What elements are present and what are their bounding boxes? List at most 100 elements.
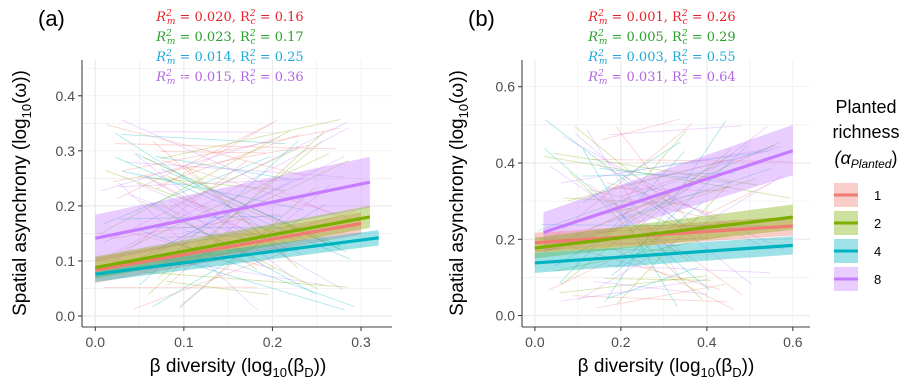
background-trend-line: [112, 144, 310, 183]
background-trend-line: [616, 181, 731, 305]
background-trend-line: [587, 183, 743, 296]
background-trend-line: [106, 124, 307, 177]
background-trend-line: [157, 134, 300, 186]
background-trend-line: [121, 119, 337, 217]
background-trend-line: [115, 157, 351, 260]
background-trend-line: [560, 148, 732, 286]
background-trend-line: [179, 187, 315, 309]
background-trend-line: [545, 119, 695, 234]
background-trend-line: [603, 278, 712, 281]
background-trend-line: [115, 132, 298, 252]
background-trend-line: [116, 123, 272, 200]
background-trend-line: [588, 189, 699, 217]
fitted-line-1: [95, 221, 362, 272]
r2-annotation: R2 m = 0.020, R2 c = 0.16: [155, 9, 303, 27]
fitted-line-8: [94, 180, 371, 240]
x-tick-label: 0.6: [783, 334, 803, 350]
background-trend-line: [560, 146, 782, 184]
r2-annotation: R2 m = 0.015, R2 c = 0.36: [155, 69, 303, 87]
background-trend-line: [99, 130, 290, 235]
background-trend-line: [155, 119, 279, 190]
background-trend-line: [582, 149, 678, 308]
background-trend-line: [157, 178, 295, 250]
background-trend-line: [563, 197, 691, 206]
y-tick-label: 0.6: [496, 79, 516, 95]
background-trend-line: [149, 177, 253, 235]
background-trend-line: [597, 163, 785, 251]
background-trend-line: [582, 141, 681, 203]
background-trend-line: [169, 147, 299, 208]
x-tick-label: 0.2: [611, 334, 631, 350]
background-trend-line: [554, 234, 727, 272]
background-trend-line: [161, 159, 361, 222]
background-trend-line: [623, 150, 769, 173]
background-trend-line: [166, 175, 327, 244]
background-trend-line: [150, 203, 317, 295]
legend-title-line-2: richness: [832, 122, 899, 142]
background-trend-line: [559, 275, 708, 294]
y-tick-label: 0.1: [56, 253, 76, 269]
background-trend-line: [561, 185, 688, 243]
background-trend-line: [127, 193, 243, 237]
background-trend-line: [606, 182, 719, 216]
background-trend-line: [593, 280, 708, 295]
panel-a-label: (a): [38, 6, 65, 31]
legend-label-1: 1: [874, 188, 881, 203]
y-tick-label: 0.3: [56, 143, 76, 159]
background-trend-line: [573, 295, 727, 303]
fitted-line-8: [542, 149, 794, 234]
background-trend-line: [100, 136, 281, 192]
legend: Planted richness (αPlanted) 1 2 4 8: [832, 97, 900, 291]
fitted-line-2: [534, 215, 793, 250]
background-trend-line: [111, 127, 350, 255]
y-tick-label: 0.0: [496, 308, 516, 324]
r2-annotation: R2 m = 0.001, R2 c = 0.26: [587, 9, 735, 27]
background-trend-line: [160, 233, 272, 238]
y-tick-label: 0.4: [496, 155, 516, 171]
background-trend-line: [611, 247, 735, 311]
panel-a-axes: 0.0 0.1 0.2 0.3 0.4 0.0 0.1 0.2 0.3: [56, 60, 392, 350]
x-tick-label: 0.4: [697, 334, 717, 350]
background-trend-line: [615, 126, 702, 239]
r2-annotation: R2 m = 0.031, R2 c = 0.64: [587, 69, 735, 87]
legend-label-8: 8: [874, 272, 881, 287]
legend-label-4: 4: [874, 244, 881, 259]
background-trend-line: [144, 176, 343, 290]
background-trend-line: [133, 248, 294, 310]
background-trend-line: [601, 195, 689, 262]
r2-annotation: R2 m = 0.003, R2 c = 0.55: [587, 49, 735, 67]
background-trend-line: [155, 155, 290, 180]
background-trend-line: [607, 266, 699, 299]
background-trend-line: [166, 280, 269, 295]
background-trend-line: [544, 155, 791, 199]
background-trend-line: [161, 118, 341, 159]
background-trend-line: [144, 271, 348, 288]
background-trend-line: [604, 120, 727, 303]
background-trend-line: [148, 131, 325, 295]
background-trend-line: [109, 213, 280, 239]
background-trend-line: [578, 174, 784, 301]
background-trend-line: [105, 170, 298, 242]
panel-b-background-lines: [535, 118, 791, 311]
r2-annotation: R2 m = 0.014, R2 c = 0.25: [155, 49, 303, 67]
background-trend-line: [540, 122, 693, 249]
background-trend-line: [606, 265, 770, 274]
background-trend-line: [574, 132, 684, 227]
background-trend-line: [118, 153, 330, 253]
r2-annotation: R2 m = 0.023, R2 c = 0.17: [155, 29, 303, 47]
background-trend-line: [568, 158, 732, 202]
background-trend-line: [599, 167, 733, 184]
background-trend-line: [582, 172, 736, 177]
background-trend-line: [114, 143, 336, 150]
background-trend-line: [607, 149, 774, 190]
background-trend-line: [548, 182, 772, 291]
background-trend-line: [138, 176, 286, 191]
x-tick-label: 0.1: [174, 334, 194, 350]
background-trend-line: [103, 121, 348, 243]
background-trend-line: [118, 178, 305, 188]
panel-b-r2-annotations: R2 m = 0.001, R2 c = 0.26 R2 m = 0.005, R2 c …: [587, 9, 735, 87]
legend-label-2: 2: [874, 216, 881, 231]
background-trend-line: [103, 156, 271, 225]
fitted-line-1: [534, 224, 793, 245]
